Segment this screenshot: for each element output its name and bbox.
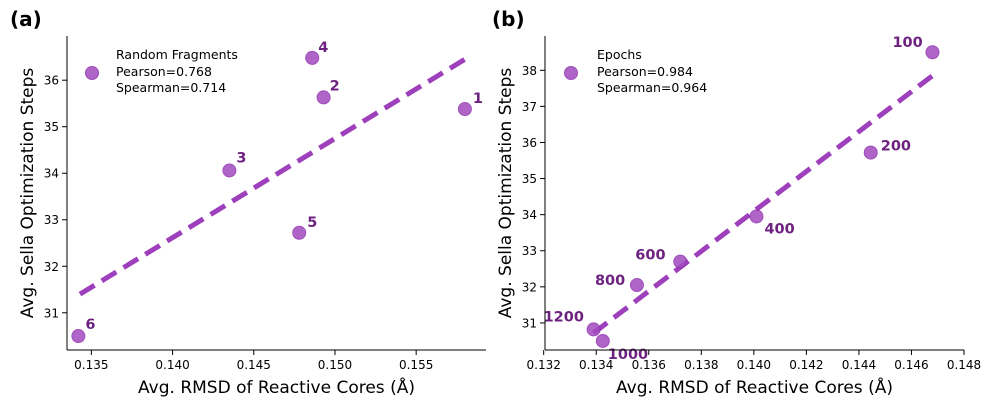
panel-a-legend-label: Random Fragments (116, 47, 238, 62)
panel-a-legend-spearman: Spearman=0.714 (116, 80, 226, 95)
panel-b-y-tick-label-4: 35 (522, 172, 537, 186)
panel-a-point-label-5: 5 (307, 215, 317, 231)
panel-b-point-200 (863, 145, 878, 160)
panel-a-point-3 (222, 163, 237, 178)
panel-b-point-600 (673, 254, 688, 269)
panel-a-y-tick-label-3: 34 (44, 167, 59, 181)
panel-a-point-label-4: 4 (318, 40, 328, 56)
panel-b-y-tick-label-2: 33 (522, 244, 537, 258)
panel-b-x-tick-label-5: 0.142 (789, 358, 823, 372)
panel-b-y-axis-title: Avg. Sella Optimization Steps (496, 68, 516, 319)
panel-a-point-6 (71, 329, 86, 344)
panel-b-x-axis-title: Avg. RMSD of Reactive Cores (Å) (616, 376, 893, 398)
panel-b-x-tick-label-8: 0.148 (947, 358, 981, 372)
panel-b-point-400 (749, 209, 764, 224)
panel-b: (b) 100 200 400 600 800 1000 1200 0.132 0.134 0.… (492, 7, 981, 398)
panel-b-label: (b) (492, 7, 525, 31)
panel-b-point-label-1200: 1200 (544, 309, 584, 325)
panel-b-y-tick-label-1: 32 (522, 280, 537, 294)
panel-a-point-label-3: 3 (236, 150, 246, 166)
panel-b-legend-marker (564, 66, 578, 80)
panel-b-legend-pearson: Pearson=0.984 (597, 64, 693, 79)
panel-a-label: (a) (10, 7, 42, 31)
panel-b-point-label-600: 600 (635, 248, 665, 264)
panel-b-point-label-400: 400 (764, 221, 794, 237)
panel-b-point-1200 (586, 322, 601, 337)
panel-b-point-100 (925, 45, 940, 60)
panel-b-x-tick-label-0: 0.132 (527, 358, 561, 372)
panel-a-y-tick-label-0: 31 (44, 306, 59, 320)
panel-a-x-tick-label-3: 0.150 (318, 358, 352, 372)
panel-b-fit-line (592, 73, 934, 336)
panel-a-point-1 (457, 102, 472, 117)
panel-b-legend: Epochs Pearson=0.984 Spearman=0.964 (564, 47, 707, 95)
panel-a-point-label-6: 6 (85, 317, 95, 333)
panel-a-y-axis-title: Avg. Sella Optimization Steps (18, 68, 38, 319)
panel-a-point-2 (316, 90, 331, 105)
panel-b-legend-label: Epochs (597, 47, 642, 62)
panel-b-x-tick-label-3: 0.138 (684, 358, 718, 372)
panel-a-legend-pearson: Pearson=0.768 (116, 64, 212, 79)
panel-a-y-tick-label-5: 36 (44, 74, 59, 88)
panel-b-point-label-100: 100 (892, 35, 922, 51)
panel-b-point-1000 (595, 333, 610, 348)
panel-a-x-tick-label-0: 0.135 (74, 358, 108, 372)
panel-a-y-tick-label-1: 32 (44, 260, 59, 274)
panel-b-y-tick-label-7: 38 (522, 64, 537, 78)
panel-b-x-tick-label-4: 0.140 (737, 358, 771, 372)
panel-b-y-tick-label-6: 37 (522, 100, 537, 114)
panel-b-x-tick-label-6: 0.144 (842, 358, 876, 372)
panel-a-y-tick-label-2: 33 (44, 213, 59, 227)
panel-a-point-label-1: 1 (473, 91, 483, 107)
panel-a-x-tick-label-1: 0.140 (155, 358, 189, 372)
panel-b-x-tick-label-2: 0.136 (632, 358, 666, 372)
panel-a-legend-marker (85, 66, 99, 80)
panel-a-y-tick-label-4: 35 (44, 120, 59, 134)
panel-b-point-label-1000: 1000 (608, 347, 648, 363)
panel-a-x-tick-label-4: 0.155 (399, 358, 433, 372)
panel-b-x-tick-label-1: 0.134 (579, 358, 613, 372)
panel-b-y-tick-label-5: 36 (522, 136, 537, 150)
panel-a-point-4 (305, 50, 320, 65)
panel-a-x-tick-label-2: 0.145 (237, 358, 271, 372)
panel-b-y-tick-label-0: 31 (522, 316, 537, 330)
panel-b-point-label-800: 800 (595, 273, 625, 289)
panel-a-legend: Random Fragments Pearson=0.768 Spearman=… (85, 47, 238, 95)
panel-a-point-5 (292, 225, 307, 240)
panel-b-point-label-200: 200 (881, 139, 911, 155)
panel-b-legend-spearman: Spearman=0.964 (597, 80, 707, 95)
panel-a-x-axis-title: Avg. RMSD of Reactive Cores (Å) (138, 376, 415, 398)
panel-a-point-label-2: 2 (330, 78, 340, 94)
panel-b-point-800 (629, 278, 644, 293)
panel-b-y-tick-label-3: 34 (522, 208, 537, 222)
panel-b-x-tick-label-7: 0.146 (894, 358, 928, 372)
